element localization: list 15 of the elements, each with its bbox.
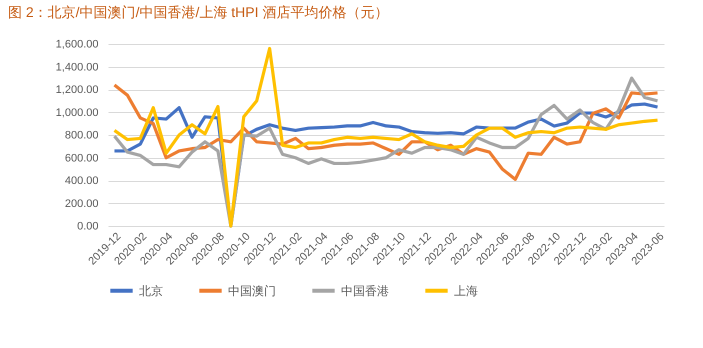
y-tick-label: 1,600.00 — [56, 38, 98, 50]
y-tick-label: 1,400.00 — [56, 61, 98, 74]
y-tick-label: 600.00 — [64, 152, 98, 164]
y-tick-label: 200.00 — [64, 198, 98, 210]
y-tick-label: 0.00 — [77, 220, 98, 232]
legend-label: 中国香港 — [341, 284, 389, 298]
y-tick-label: 1,200.00 — [56, 84, 98, 96]
y-tick-label: 800.00 — [64, 130, 98, 142]
line-series — [112, 46, 660, 228]
legend-label: 北京 — [139, 284, 163, 298]
legend-label: 中国澳门 — [228, 284, 276, 298]
legend-label: 上海 — [454, 284, 478, 298]
y-tick-label: 400.00 — [64, 175, 98, 187]
y-tick-label: 1,000.00 — [56, 106, 98, 119]
chart-title: 图 2：北京/中国澳门/中国香港/上海 tHPI 酒店平均价格（元） — [8, 4, 388, 20]
